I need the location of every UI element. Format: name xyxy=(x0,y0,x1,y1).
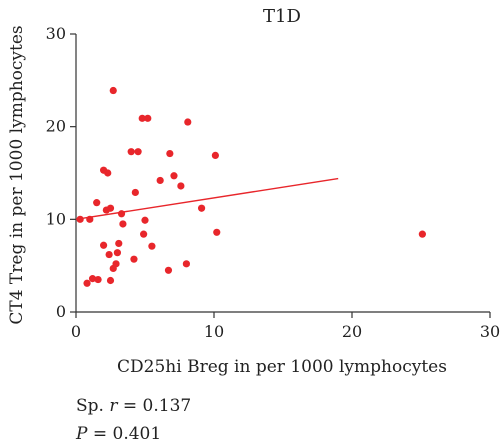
data-point xyxy=(106,276,115,285)
y-tick-label: 0 xyxy=(56,302,66,321)
y-tick-label: 30 xyxy=(46,24,66,43)
p-value-line: P = 0.401 xyxy=(76,420,191,448)
data-point xyxy=(211,151,219,159)
spearman-prefix: Sp. xyxy=(76,396,110,416)
data-point xyxy=(130,255,138,263)
data-point xyxy=(76,215,84,223)
data-point xyxy=(166,149,174,158)
data-point xyxy=(140,230,148,238)
data-point xyxy=(117,210,126,218)
data-point xyxy=(106,204,115,212)
statistics-block: Sp. r = 0.137 P = 0.401 xyxy=(76,392,191,448)
data-point xyxy=(109,86,117,95)
axes: 0 10 20 30 0 10 20 30 xyxy=(46,24,500,341)
x-tick-label: 30 xyxy=(480,322,500,341)
x-axis-label: CD25hi Breg in per 1000 lymphocytes xyxy=(117,357,447,377)
y-tick-label: 20 xyxy=(46,117,66,136)
scatter-chart: T1D CT4 Treg in per 1000 lymphocytes CD2… xyxy=(7,6,500,377)
spearman-r-symbol: r xyxy=(109,396,118,416)
y-axis-label: CT4 Treg in per 1000 lymphocytes xyxy=(7,25,27,324)
p-value: = 0.401 xyxy=(87,424,162,444)
data-point xyxy=(104,169,112,177)
y-tick-label: 10 xyxy=(46,209,66,228)
data-point xyxy=(177,182,185,190)
data-point xyxy=(144,114,152,122)
plot-marks xyxy=(75,86,426,287)
x-tick-label: 0 xyxy=(71,322,81,341)
data-point xyxy=(105,250,113,259)
data-point xyxy=(86,215,94,223)
data-point xyxy=(156,176,164,185)
data-point xyxy=(418,230,426,238)
data-point xyxy=(134,148,142,156)
x-tick-label: 20 xyxy=(342,322,362,341)
data-point xyxy=(83,279,91,287)
data-point xyxy=(127,148,135,156)
data-point xyxy=(197,204,206,212)
data-point xyxy=(184,118,192,126)
data-point xyxy=(119,220,127,228)
x-tick-label: 10 xyxy=(204,322,224,341)
data-point xyxy=(138,114,146,122)
data-point xyxy=(88,275,97,283)
data-point xyxy=(100,241,108,249)
data-point xyxy=(164,266,173,274)
spearman-r-value: = 0.137 xyxy=(117,396,192,416)
data-point xyxy=(115,239,123,248)
data-point xyxy=(141,216,149,224)
spearman-line: Sp. r = 0.137 xyxy=(76,392,191,420)
data-point xyxy=(112,260,120,268)
data-point xyxy=(170,172,178,180)
chart-title: T1D xyxy=(263,6,301,27)
data-point xyxy=(213,228,221,236)
data-point xyxy=(131,188,139,197)
data-point xyxy=(113,249,121,257)
data-point xyxy=(148,242,156,250)
data-point xyxy=(182,260,190,268)
trend-line xyxy=(75,177,339,221)
data-point xyxy=(94,275,102,284)
p-symbol: P xyxy=(76,424,88,444)
data-point xyxy=(93,199,101,207)
